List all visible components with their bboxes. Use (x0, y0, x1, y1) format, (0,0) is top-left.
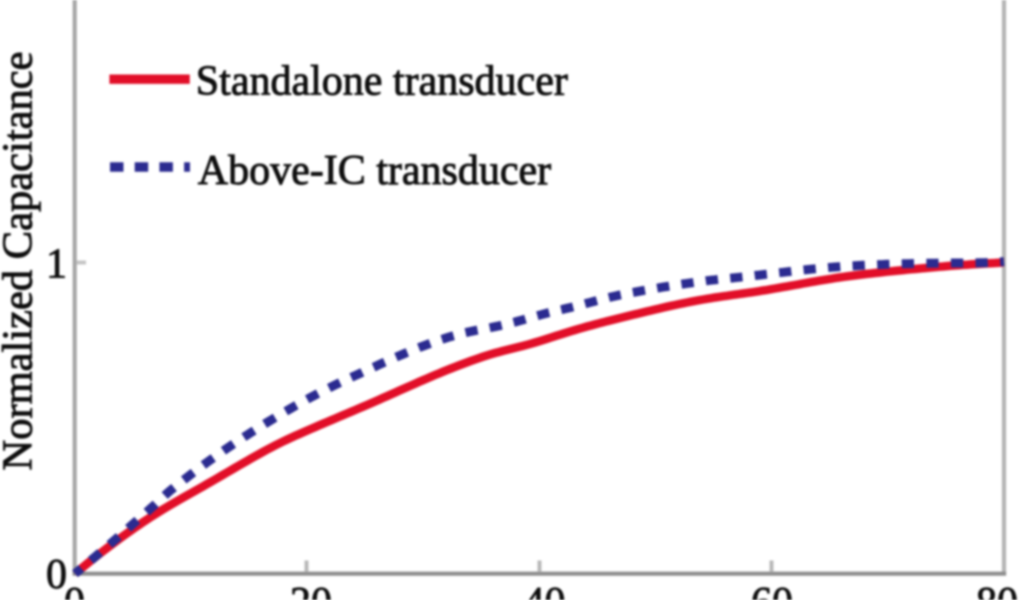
svg-text:20: 20 (290, 580, 332, 600)
svg-text:1: 1 (46, 242, 67, 288)
svg-text:Above-IC transducer: Above-IC transducer (198, 148, 551, 194)
svg-text:60: 60 (751, 580, 793, 600)
svg-text:Standalone transducer: Standalone transducer (196, 58, 568, 104)
svg-text:0: 0 (46, 552, 67, 598)
svg-text:Normalized Capacitance: Normalized Capacitance (0, 52, 42, 471)
svg-text:40: 40 (524, 580, 566, 600)
svg-text:0: 0 (64, 580, 85, 600)
svg-text:80: 80 (976, 580, 1018, 600)
